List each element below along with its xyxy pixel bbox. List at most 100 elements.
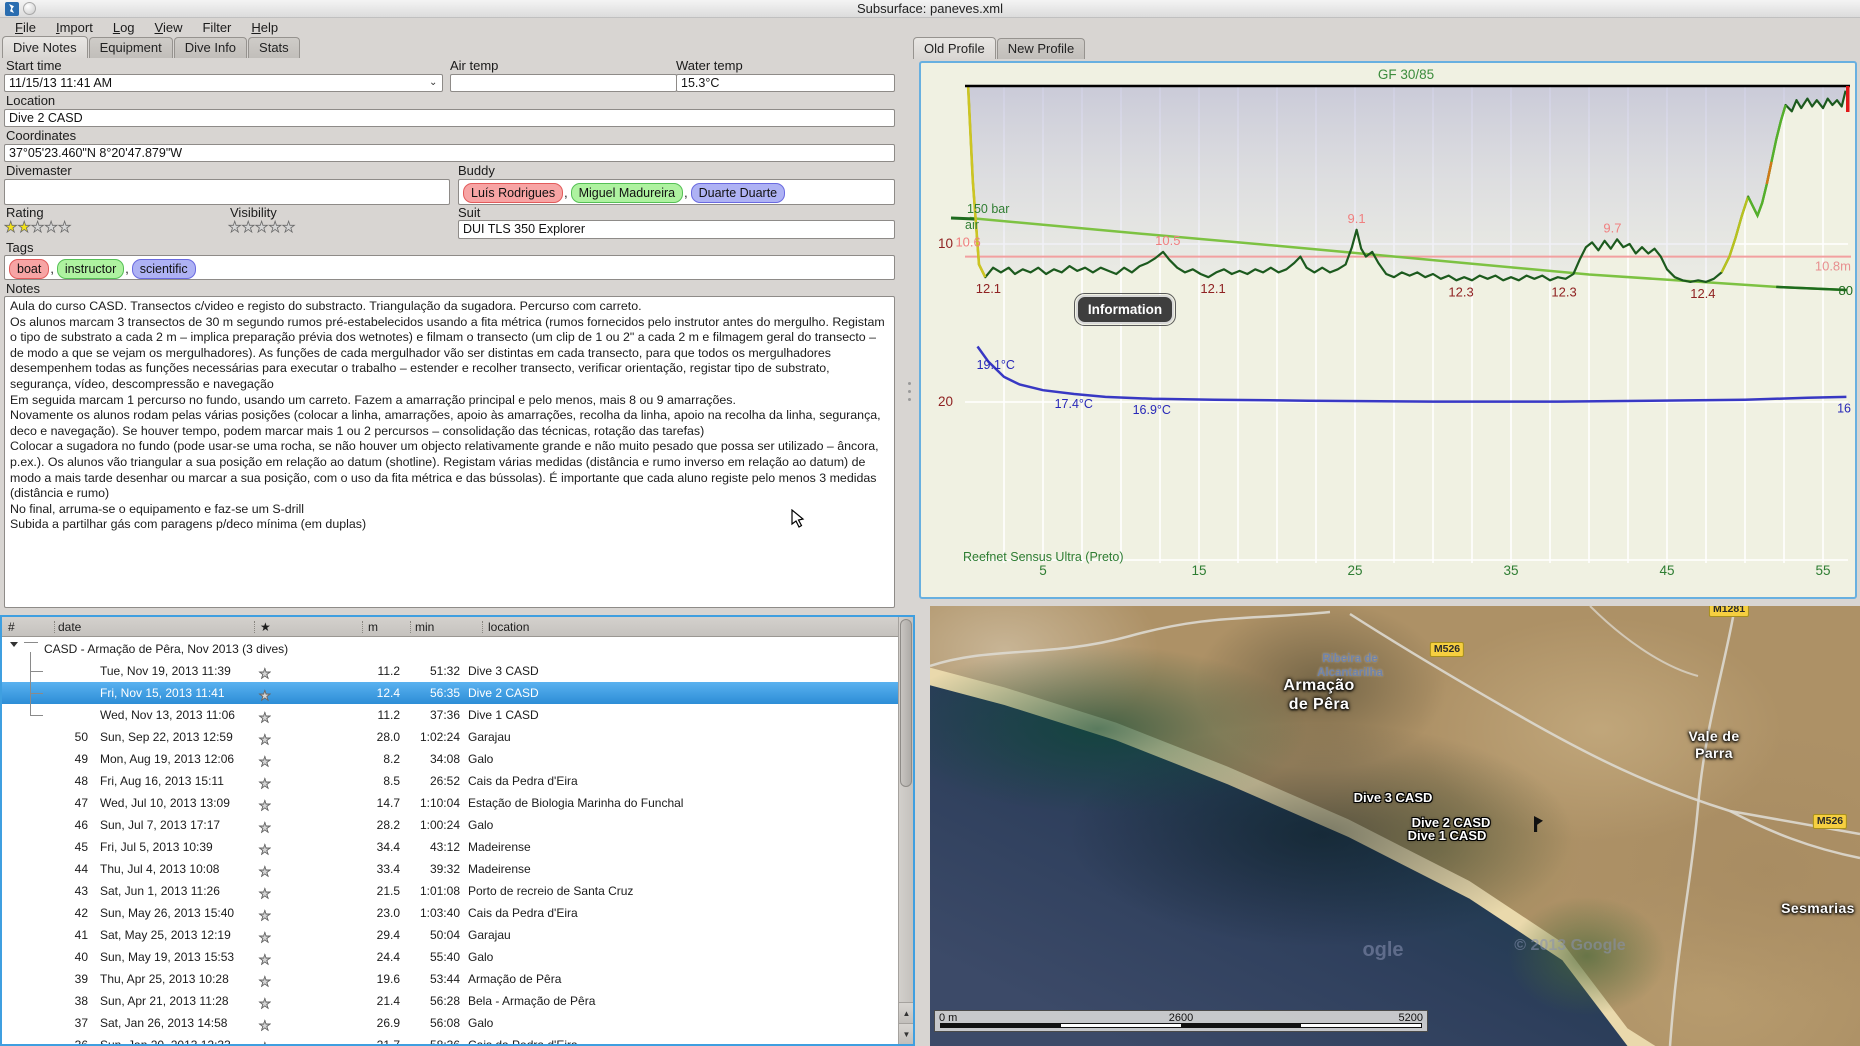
star-filled-icon: ★ [259,732,271,747]
star-empty-icon: ★ [241,219,255,236]
visibility-stars[interactable]: ★★★★★ [228,219,296,237]
dive-list-scrollbar[interactable]: ▲ ▼ [898,617,913,1044]
column-header-#[interactable]: # [8,620,15,634]
tab-old-profile[interactable]: Old Profile [913,37,996,59]
air-temp-label: Air temp [450,58,499,73]
star-empty-icon: ★ [259,930,271,945]
dive-site-map[interactable]: Armação de Pêra Ribeira de Alcantarilha Va… [930,606,1860,1046]
dive-row[interactable]: 48 Fri, Aug 16, 2013 15:11 ★ ★ ★ ★ ★ 8.5 26:52… [2,770,898,792]
profile-plot: GF 30/85 10 20 5 15 25 35 45 55 Reefnet Sensus Ul… [921,63,1855,602]
menu-filter[interactable]: Filter [202,20,232,35]
splitter-grip[interactable] [908,390,911,393]
dive-row[interactable]: 49 Mon, Aug 19, 2013 12:06 ★ ★ ★ ★ ★ 8.2 34:08… [2,748,898,770]
star-empty-icon: ★ [259,732,271,747]
svg-text:10.8m: 10.8m [1815,259,1851,274]
star-empty-icon: ★ [259,908,271,923]
star-filled-icon: ★ [259,776,271,791]
air-temp-input[interactable] [450,74,677,92]
star-filled-icon: ★ [259,886,271,901]
tag-pill[interactable]: boat [9,259,50,279]
rating-label: Rating [6,205,44,220]
start-time-combo[interactable]: 11/15/13 11:41 AM ⌄ [4,74,443,92]
tag-pill[interactable]: Miguel Madureira [570,183,684,203]
svg-text:35: 35 [1503,563,1518,578]
menu-file[interactable]: File [15,20,36,35]
column-header-location[interactable]: location [488,620,530,634]
dive-row[interactable]: 50 Sun, Sep 22, 2013 12:59 ★ ★ ★ ★ ★ 28.0 1:02… [2,726,898,748]
location-input[interactable]: Dive 2 CASD [4,109,895,127]
svg-text:10.6: 10.6 [955,234,980,249]
divemaster-input[interactable] [4,179,450,205]
suit-input[interactable]: DUI TLS 350 Explorer [458,220,895,239]
scroll-up-button[interactable]: ▲ [899,1002,913,1023]
svg-text:9.1: 9.1 [1348,211,1366,226]
dive-row[interactable]: 36Sun, Jan 20, 2013 12:33 ★★★★★ 21.758:3… [2,1034,898,1044]
svg-text:10: 10 [938,236,953,251]
map-dive-label[interactable]: Dive 1 CASD [1407,828,1487,843]
window-title: Subsurface: paneves.xml [857,1,1003,16]
dive-row[interactable]: Wed, Nov 13, 2013 11:06 ★ ★ ★ ★ ★ 11.2 37:36 … [2,704,898,726]
tag-pill[interactable]: scientific [131,259,196,279]
tab-new-profile[interactable]: New Profile [996,38,1086,59]
dive-row[interactable]: 42 Sun, May 26, 2013 15:40 ★ ★ ★ ★ ★ 23.0 1:03… [2,902,898,924]
tab-equipment[interactable]: Equipment [88,37,173,58]
menu-log[interactable]: Log [112,20,135,35]
dive-row[interactable]: 43 Sat, Jun 1, 2013 11:26 ★ ★ ★ ★ ★ 21.5 1:01:… [2,880,898,902]
column-header-★[interactable]: ★ [260,620,271,634]
star-empty-icon: ★ [259,688,271,703]
dive-row[interactable]: 46 Sun, Jul 7, 2013 17:17 ★ ★ ★ ★ ★ 28.2 1:00:… [2,814,898,836]
buddy-input[interactable]: Luís Rodrigues, Miguel Madureira, Duarte D… [458,179,895,205]
chevron-down-icon[interactable]: ⌄ [429,77,438,88]
menu-help[interactable]: Help [251,20,279,35]
dive-row[interactable]: 47 Wed, Jul 10, 2013 13:09 ★ ★ ★ ★ ★ 14.7 1:10… [2,792,898,814]
water-temp-input[interactable]: 15.3°C [676,74,895,92]
dive-row[interactable]: 40 Sun, May 19, 2013 15:53 ★ ★ ★ ★ ★ 24.4 55:4… [2,946,898,968]
svg-text:45: 45 [1659,563,1674,578]
tab-stats[interactable]: Stats [248,37,300,58]
dive-list-header[interactable]: # date ★ m min location [2,617,898,637]
dive-row[interactable]: 45 Fri, Jul 5, 2013 10:39 ★ ★ ★ ★ ★ 34.4 43:12… [2,836,898,858]
dive-row[interactable]: 39 Thu, Apr 25, 2013 10:28 ★ ★ ★ ★ ★ 19.6 53:4… [2,968,898,990]
tags-input[interactable]: boat, instructor, scientific [4,255,895,280]
dive-row[interactable]: Fri, Nov 15, 2013 11:41 ★ ★ ★ ★ ★ 12.4 56:35 … [2,682,898,704]
star-filled-icon: ★ [259,864,271,879]
column-header-min[interactable]: min [415,620,435,634]
notes-textarea[interactable]: Aula do curso CASD. Transectos c/video e… [4,296,895,608]
tab-dive-notes[interactable]: Dive Notes [2,36,88,58]
dive-trip-row[interactable]: CASD - Armação de Pêra, Nov 2013 (3 dive… [2,638,898,660]
star-filled-icon: ★ [259,666,271,681]
star-filled-icon: ★ [259,952,271,967]
star-filled-icon: ★ [259,886,271,901]
menu-view[interactable]: View [154,20,183,35]
window-menu-button[interactable] [23,2,36,15]
dive-row[interactable]: 38 Sun, Apr 21, 2013 11:28 ★ ★ ★ ★ ★ 21.4 56:2… [2,990,898,1012]
app-icon [5,2,19,16]
star-empty-icon: ★ [259,666,271,681]
svg-text:air: air [965,218,979,232]
rating-stars[interactable]: ★★★★★ [4,219,72,237]
splitter-grip[interactable] [908,398,911,401]
menu-import[interactable]: Import [55,20,93,35]
star-filled-icon: ★ [259,1018,271,1033]
column-header-date[interactable]: date [58,620,82,634]
scroll-down-button[interactable]: ▼ [899,1023,913,1044]
coordinates-input[interactable]: 37°05'23.460"N 8°20'47.879"W [4,144,895,162]
splitter-grip[interactable] [908,382,911,385]
map-dive-label[interactable]: Dive 3 CASD [1353,790,1433,805]
dive-row[interactable]: Tue, Nov 19, 2013 11:39 ★ ★ ★ ★ ★ 11.2 51:32 … [2,660,898,682]
star-filled-icon: ★ [259,842,271,857]
tag-pill[interactable]: Luís Rodrigues [463,183,564,203]
star-filled-icon: ★ [4,219,18,236]
scale-strip [940,1023,1422,1028]
scrollbar-thumb[interactable] [900,619,912,787]
tag-pill[interactable]: Duarte Duarte [690,183,786,203]
tab-dive-info[interactable]: Dive Info [173,37,248,58]
tag-pill[interactable]: instructor [56,259,125,279]
map-dive-label[interactable]: Dive 2 CASD [1411,815,1491,830]
svg-text:GF 30/85: GF 30/85 [1378,67,1434,82]
dive-row[interactable]: 41 Sat, May 25, 2013 12:19 ★ ★ ★ ★ ★ 29.4 50:0… [2,924,898,946]
dive-row[interactable]: 37 Sat, Jan 26, 2013 14:58 ★ ★ ★ ★ ★ 26.9 56:0… [2,1012,898,1034]
map-vegetation [1506,896,1667,1017]
dive-row[interactable]: 44 Thu, Jul 4, 2013 10:08 ★ ★ ★ ★ ★ 33.4 39:32… [2,858,898,880]
column-header-m[interactable]: m [368,620,378,634]
